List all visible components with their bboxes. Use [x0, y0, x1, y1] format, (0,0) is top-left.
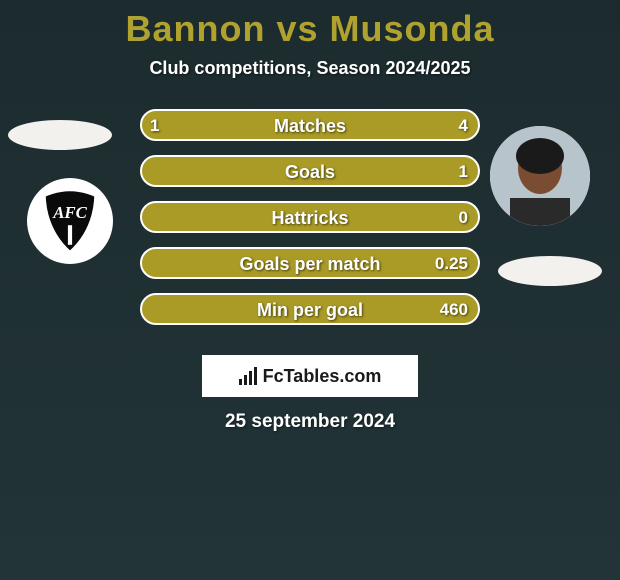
stat-bar: 1 Matches 4 [140, 109, 480, 141]
logo-bar [254, 367, 257, 385]
logo-bar [244, 375, 247, 385]
subtitle: Club competitions, Season 2024/2025 [0, 58, 620, 79]
logo-bar [239, 379, 242, 385]
date-label: 25 september 2024 [0, 411, 620, 433]
stat-label: Hattricks [271, 208, 348, 229]
stat-row: Goals 1 [0, 153, 620, 199]
stat-label: Min per goal [257, 300, 363, 321]
page-title: Bannon vs Musonda [0, 0, 620, 50]
stats-comparison: 1 Matches 4 Goals 1 Hattricks 0 Goals per match… [0, 107, 620, 337]
stat-label: Goals per match [239, 254, 380, 275]
stat-bar: Hattricks 0 [140, 201, 480, 233]
stat-row: Min per goal 460 [0, 291, 620, 337]
stat-value-right: 460 [440, 300, 468, 320]
stat-row: 1 Matches 4 [0, 107, 620, 153]
bar-chart-icon [239, 367, 257, 385]
stat-bar: Goals per match 0.25 [140, 247, 480, 279]
stat-value-right: 1 [459, 162, 468, 182]
stat-bar: Min per goal 460 [140, 293, 480, 325]
stat-value-right: 0.25 [435, 254, 468, 274]
logo-bar [249, 371, 252, 385]
logo-text: FcTables.com [263, 366, 382, 387]
stat-label: Matches [274, 116, 346, 137]
stat-value-right: 4 [459, 116, 468, 136]
stat-row: Hattricks 0 [0, 199, 620, 245]
stat-bar: Goals 1 [140, 155, 480, 187]
stat-value-right: 0 [459, 208, 468, 228]
fctables-logo: FcTables.com [202, 355, 418, 397]
stat-value-left: 1 [150, 116, 159, 136]
stat-label: Goals [285, 162, 335, 183]
stat-row: Goals per match 0.25 [0, 245, 620, 291]
